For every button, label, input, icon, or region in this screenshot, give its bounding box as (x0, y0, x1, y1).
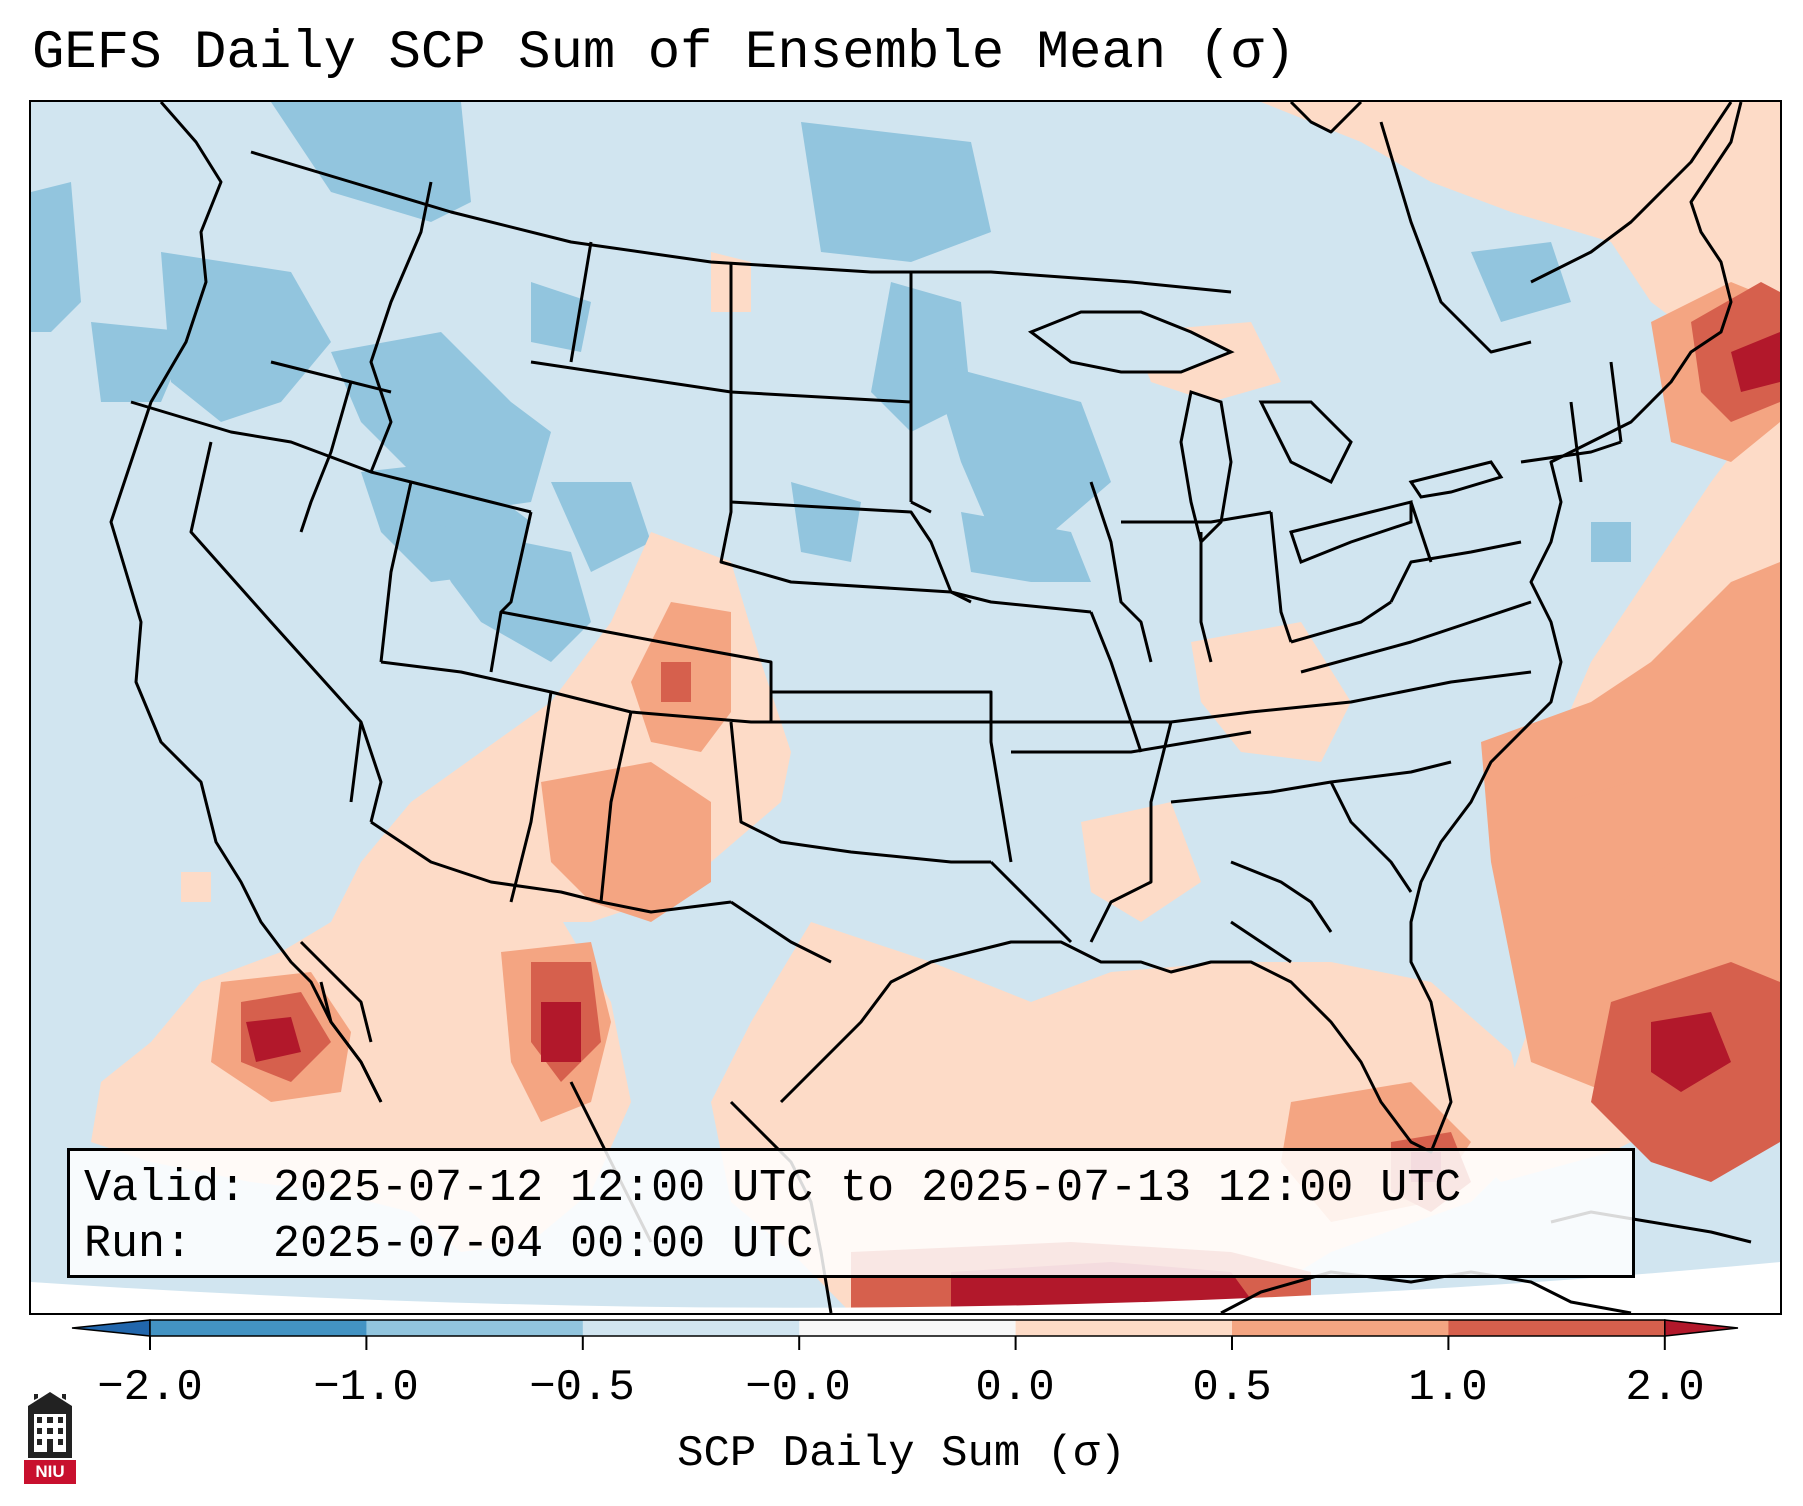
political-borders (130, 121, 1623, 964)
map-canvas (31, 102, 1780, 1313)
colorbar-bin (1232, 1320, 1449, 1336)
valid-time-box: Valid: 2025-07-12 12:00 UTC to 2025-07-1… (67, 1148, 1635, 1278)
colorbar-tick-label: 1.0 (1408, 1363, 1488, 1413)
colorbar-tick-label: 2.0 (1625, 1363, 1705, 1413)
colorbar-bin (1448, 1320, 1666, 1336)
colorbar-tick-label: −2.0 (97, 1363, 203, 1413)
colorbar-label: SCP Daily Sum (σ) (677, 1429, 1126, 1479)
colorbar-ticks (149, 1336, 1666, 1350)
colorbar-outline (149, 1319, 1666, 1337)
coastlines (109, 102, 1752, 1313)
colorbar-extend-high (1664, 1319, 1739, 1337)
map-title: GEFS Daily SCP Sum of Ensemble Mean (σ) (32, 23, 1296, 84)
niu-building-icon (24, 1392, 76, 1484)
colorbar-extend-low (71, 1319, 151, 1337)
logo-text: NIU (35, 1462, 65, 1481)
run-line: Run: 2025-07-04 00:00 UTC (84, 1219, 814, 1270)
negative-anomaly-regions (31, 102, 1631, 662)
colorbar-bins (71, 1319, 1739, 1337)
colorbar-tick-label: 0.0 (975, 1363, 1055, 1413)
map-panel (29, 100, 1782, 1315)
colorbar-tick-label: −0.0 (745, 1363, 851, 1413)
niu-logo: NIU (20, 1388, 80, 1493)
valid-line: Valid: 2025-07-12 12:00 UTC to 2025-07-1… (84, 1163, 1462, 1214)
colorbar-tick-label: −1.0 (313, 1363, 419, 1413)
colorbar (71, 1319, 1739, 1350)
colorbar-bin (150, 1320, 367, 1336)
colorbar-bin (366, 1320, 584, 1336)
colorbar-bin (582, 1320, 800, 1336)
colorbar-bin (1015, 1320, 1233, 1336)
great-lakes (1027, 310, 1504, 564)
colorbar-tick-label: 0.5 (1192, 1363, 1272, 1413)
projection-edge (31, 1262, 1780, 1313)
colorbar-tick-label: −0.5 (529, 1363, 635, 1413)
colorbar-bin (799, 1320, 1017, 1336)
